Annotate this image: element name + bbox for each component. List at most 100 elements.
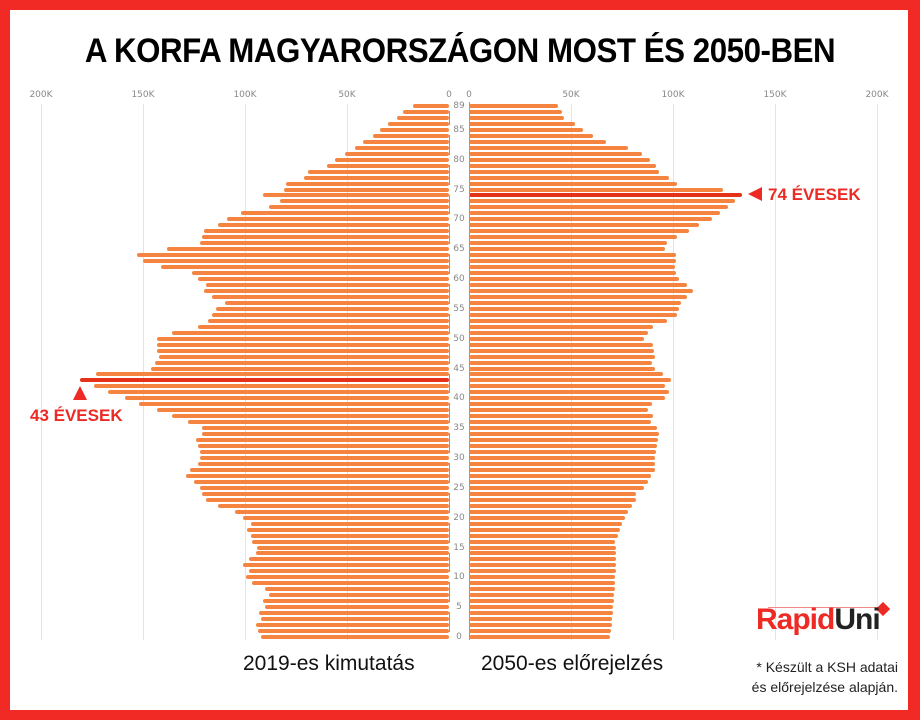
bar-2019 — [202, 235, 449, 240]
bar-2019 — [216, 306, 449, 311]
bar-2019 — [251, 521, 449, 526]
bar-2019 — [198, 277, 449, 282]
bar-2050 — [469, 169, 659, 174]
bar-2019 — [159, 354, 449, 359]
bar-2019 — [200, 241, 449, 246]
bar-2050 — [469, 611, 613, 616]
bar-2019 — [196, 438, 449, 443]
bar-2019 — [259, 611, 449, 616]
bar-2050 — [469, 145, 629, 150]
bar-2050 — [469, 485, 645, 490]
bar-2019 — [157, 342, 449, 347]
annotation-right-arrow-icon — [748, 187, 762, 201]
bar-2050 — [469, 438, 658, 443]
age-label: 65 — [449, 244, 469, 255]
bar-2050 — [469, 378, 671, 383]
age-label: 30 — [449, 453, 469, 463]
bar-2050 — [469, 109, 562, 114]
age-label: 75 — [449, 184, 469, 195]
bar-2050 — [469, 324, 653, 329]
gridline — [673, 104, 674, 640]
bar-2050 — [469, 491, 637, 496]
logo-part-rapid: Rapid — [756, 603, 835, 636]
bar-2050 — [469, 205, 729, 210]
bar-2050 — [469, 509, 629, 514]
bar-2050 — [469, 497, 637, 502]
bar-2050 — [469, 444, 657, 449]
bar-2050 — [469, 121, 576, 126]
annotation-left-arrow-icon — [73, 386, 87, 400]
age-label: 85 — [449, 124, 469, 135]
bar-2019 — [157, 348, 449, 353]
bar-2019 — [198, 461, 449, 466]
x-tick-left: 100K — [233, 90, 257, 100]
bar-2050 — [469, 629, 611, 634]
bar-2019 — [124, 396, 449, 401]
bar-2050 — [469, 450, 656, 455]
bar-2050 — [469, 127, 584, 132]
bar-2019 — [269, 205, 449, 210]
bar-2050 — [469, 235, 678, 240]
bar-2019 — [202, 432, 449, 437]
bar-2019 — [334, 157, 449, 162]
bar-2050 — [469, 104, 558, 108]
bar-2019 — [96, 372, 449, 377]
bar-2050 — [469, 133, 594, 138]
bar-2019 — [403, 109, 449, 114]
gridline — [143, 104, 144, 640]
bar-2050 — [469, 217, 712, 222]
bar-2019 — [372, 133, 449, 138]
bar-2019 — [258, 629, 449, 634]
age-label: 40 — [449, 393, 469, 404]
bar-2050 — [469, 390, 669, 395]
bar-2050 — [469, 318, 667, 323]
bar-2019 — [155, 360, 449, 365]
bar-2050 — [469, 420, 651, 425]
bar-2019 — [355, 145, 449, 150]
bar-2019 — [279, 199, 449, 204]
bar-2050 — [469, 372, 663, 377]
bar-2050 — [469, 599, 614, 604]
bar-2019 — [269, 593, 449, 598]
bar-2019 — [226, 217, 449, 222]
bar-2050 — [469, 396, 665, 401]
bar-2019 — [285, 181, 449, 186]
bar-2019 — [171, 414, 449, 419]
bar-2019 — [249, 569, 449, 574]
bar-2019 — [206, 282, 449, 287]
bar-2050 — [469, 139, 606, 144]
age-label: 45 — [449, 363, 469, 374]
bar-2019 — [143, 259, 449, 264]
bar-2050 — [469, 527, 620, 532]
bar-2019 — [242, 563, 449, 568]
bar-2050 — [469, 211, 720, 216]
bar-2050 — [469, 515, 626, 520]
bar-2019 — [261, 635, 449, 639]
bar-2019 — [283, 187, 449, 192]
bar-2019 — [212, 294, 449, 299]
bar-2050 — [469, 366, 655, 371]
bar-2050 — [469, 402, 652, 407]
bar-2019 — [198, 444, 449, 449]
bar-2050 — [469, 384, 665, 389]
bar-2050 — [469, 354, 655, 359]
bar-2050 — [469, 175, 669, 180]
bar-2050 — [469, 635, 610, 639]
bar-2050 — [469, 300, 682, 305]
bar-2050 — [469, 312, 678, 317]
bar-2019 — [206, 497, 449, 502]
bar-2050 — [469, 414, 653, 419]
source-note-line2: és előrejelzése alapján. — [751, 679, 898, 695]
bar-2019 — [202, 491, 449, 496]
bar-2050 — [469, 581, 615, 586]
bar-2019 — [187, 420, 449, 425]
bar-2019 — [200, 485, 449, 490]
bar-2050 — [469, 408, 648, 413]
bar-2019 — [212, 312, 449, 317]
bar-2019 — [185, 473, 449, 478]
bar-2050 — [469, 539, 615, 544]
bar-2050 — [469, 330, 648, 335]
bar-2050 — [469, 605, 613, 610]
bar-2019 — [363, 139, 449, 144]
x-tick-left: 150K — [131, 90, 155, 100]
